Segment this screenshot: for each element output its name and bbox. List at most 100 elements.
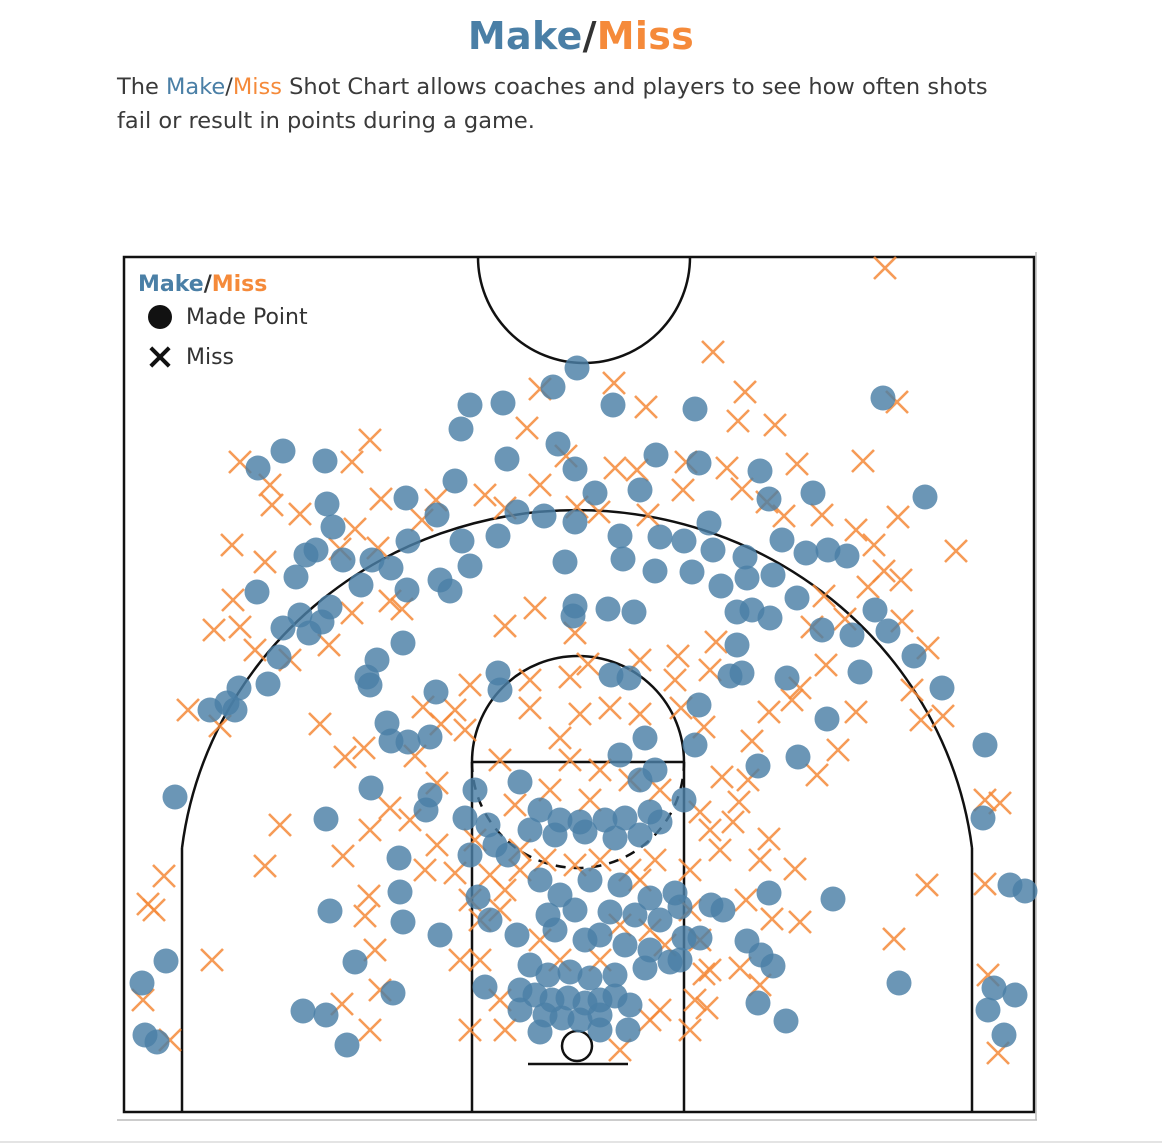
made-mark: [290, 998, 316, 1024]
made-mark: [485, 523, 511, 549]
made-mark: [687, 925, 713, 951]
made-mark: [875, 618, 901, 644]
miss-mark: [493, 878, 517, 902]
made-mark: [465, 884, 491, 910]
made-mark: [756, 486, 782, 512]
miss-mark: [780, 688, 804, 712]
made-mark: [612, 932, 638, 958]
title-slash: /: [582, 14, 597, 58]
made-mark: [487, 677, 513, 703]
made-mark: [153, 948, 179, 974]
desc-prefix: The: [117, 74, 166, 100]
made-mark: [442, 468, 468, 494]
free-throw-arc: [470, 654, 686, 763]
made-mark: [710, 897, 736, 923]
miss-mark: [468, 948, 492, 972]
made-mark: [395, 729, 421, 755]
made-mark: [747, 458, 773, 484]
miss-mark: [844, 700, 868, 724]
miss-mark: [783, 857, 807, 881]
miss-mark: [220, 533, 244, 557]
miss-mark: [413, 858, 437, 882]
made-mark: [682, 732, 708, 758]
miss-mark: [889, 568, 913, 592]
miss-mark: [740, 729, 764, 753]
made-mark: [270, 438, 296, 464]
miss-mark: [243, 638, 267, 662]
made-mark: [886, 970, 912, 996]
made-mark: [602, 962, 628, 988]
made-mark: [667, 947, 693, 973]
made-mark: [567, 1007, 593, 1033]
miss-mark: [733, 380, 757, 404]
miss-mark: [710, 765, 734, 789]
miss-mark: [734, 888, 758, 912]
miss-mark: [369, 487, 393, 511]
made-mark: [504, 922, 530, 948]
made-mark: [552, 549, 578, 575]
desc-slash: /: [225, 74, 233, 100]
made-mark: [303, 537, 329, 563]
made-mark: [359, 547, 385, 573]
made-mark: [732, 544, 758, 570]
made-mark: [587, 1017, 613, 1043]
miss-mark: [343, 517, 367, 541]
made-mark: [317, 898, 343, 924]
made-mark: [457, 392, 483, 418]
miss-mark: [317, 633, 341, 657]
miss-mark: [608, 1038, 632, 1062]
miss-mark: [882, 927, 906, 951]
made-mark: [607, 523, 633, 549]
made-mark: [773, 1008, 799, 1034]
made-mark: [647, 809, 673, 835]
made-mark: [700, 537, 726, 563]
miss-mark: [763, 413, 787, 437]
miss-mark: [715, 456, 739, 480]
made-mark: [682, 396, 708, 422]
miss-mark: [458, 673, 482, 697]
miss-mark: [253, 854, 277, 878]
made-mark: [760, 953, 786, 979]
made-mark: [545, 431, 571, 457]
made-mark: [901, 643, 927, 669]
made-mark: [774, 665, 800, 691]
miss-mark: [488, 748, 512, 772]
made-mark: [632, 725, 658, 751]
made-mark: [413, 797, 439, 823]
miss-mark: [518, 696, 542, 720]
made-mark: [686, 450, 712, 476]
made-mark: [457, 553, 483, 579]
made-mark: [616, 665, 642, 691]
miss-mark: [873, 256, 897, 280]
miss-mark: [728, 956, 752, 980]
miss-mark: [727, 790, 751, 814]
miss-mark: [558, 748, 582, 772]
made-mark: [809, 617, 835, 643]
made-mark: [540, 374, 566, 400]
made-mark: [226, 675, 252, 701]
made-mark: [612, 805, 638, 831]
miss-mark: [443, 861, 467, 885]
miss-mark: [200, 948, 224, 972]
made-mark: [448, 416, 474, 442]
shot-marks: [129, 256, 1038, 1065]
made-mark: [424, 502, 450, 528]
miss-mark: [358, 818, 382, 842]
made-mark: [679, 559, 705, 585]
miss-mark: [698, 658, 722, 682]
miss-mark: [515, 416, 539, 440]
miss-mark: [340, 601, 364, 625]
miss-mark: [331, 844, 355, 868]
miss-mark: [260, 493, 284, 517]
made-mark: [607, 872, 633, 898]
made-mark: [622, 902, 648, 928]
miss-mark: [666, 644, 690, 668]
made-mark: [587, 922, 613, 948]
made-circle-icon: [148, 305, 172, 329]
miss-mark: [856, 575, 880, 599]
desc-suffix: Shot Chart allows coaches and players to…: [117, 74, 988, 134]
made-mark: [482, 832, 508, 858]
made-mark: [309, 609, 335, 635]
miss-mark: [814, 653, 838, 677]
